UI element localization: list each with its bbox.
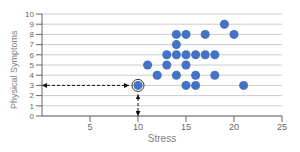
svg-text:Physical Symptoms: Physical Symptoms [9, 30, 19, 109]
svg-text:10: 10 [25, 10, 34, 19]
svg-text:4: 4 [30, 71, 35, 80]
svg-text:25: 25 [277, 122, 287, 132]
svg-text:7: 7 [30, 40, 35, 49]
svg-text:10: 10 [133, 122, 143, 132]
svg-text:5: 5 [87, 122, 92, 132]
svg-text:2: 2 [30, 91, 35, 100]
svg-text:3: 3 [30, 81, 35, 90]
svg-text:Stress: Stress [148, 133, 176, 144]
svg-text:0: 0 [30, 112, 35, 121]
svg-text:1: 1 [30, 102, 35, 111]
svg-text:20: 20 [229, 122, 239, 132]
svg-text:8: 8 [30, 30, 35, 39]
svg-text:6: 6 [30, 51, 35, 60]
svg-text:9: 9 [30, 20, 35, 29]
svg-text:15: 15 [181, 122, 191, 132]
svg-text:5: 5 [30, 61, 35, 70]
